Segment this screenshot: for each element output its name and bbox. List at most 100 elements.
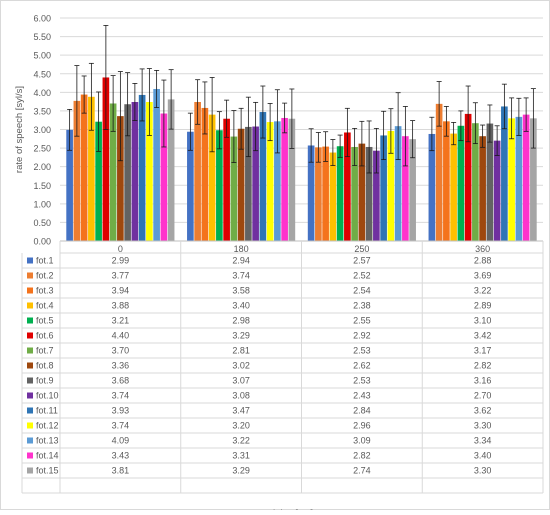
legend-swatch: [27, 407, 33, 414]
data-label: 2.43: [353, 391, 371, 401]
legend-entry: fot.14: [36, 451, 59, 461]
bar-fot5-360: [457, 125, 465, 241]
bar-fot9-250: [365, 146, 373, 241]
data-label: 3.34: [474, 436, 492, 446]
y-tick-label: 0.00: [33, 237, 51, 247]
bar-fot12-180: [266, 122, 274, 241]
bar-fot8-360: [479, 136, 486, 241]
data-label: 3.74: [112, 391, 130, 401]
bar-fot4-360: [450, 133, 457, 241]
data-label: 3.74: [232, 271, 250, 281]
legend-swatch: [27, 332, 33, 339]
data-label: 3.69: [474, 271, 492, 281]
bar-fot5-0: [95, 121, 102, 241]
data-label: 3.68: [112, 376, 130, 386]
data-label: 3.40: [474, 451, 492, 461]
bar-fot12-360: [508, 118, 515, 241]
data-label: 3.81: [112, 466, 130, 476]
data-label: 2.82: [474, 361, 492, 371]
data-label: 4.09: [112, 436, 130, 446]
legend-swatch: [27, 392, 33, 399]
data-label: 2.74: [353, 466, 371, 476]
x-tick-label: 0: [118, 244, 123, 254]
legend-entry: fot.15: [36, 466, 59, 476]
legend-swatch: [27, 317, 33, 324]
data-label: 2.53: [353, 346, 371, 356]
bar-fot5-250: [336, 146, 344, 241]
legend-entry: fot.10: [36, 391, 59, 401]
legend-entry: fot.6: [36, 331, 54, 341]
bar-fot7-360: [472, 123, 479, 241]
y-tick-label: 1.50: [33, 181, 51, 191]
bar-fot2-360: [435, 103, 443, 241]
legend-swatch: [27, 257, 33, 264]
legend-swatch: [27, 452, 33, 459]
data-label: 2.55: [353, 316, 371, 326]
y-tick-label: 5.50: [33, 32, 51, 42]
legend-swatch: [27, 467, 33, 474]
x-tick-label: 360: [475, 244, 490, 254]
legend-entry: fot.9: [36, 376, 54, 386]
legend-entry: fot.2: [36, 271, 54, 281]
bar-fot13-360: [515, 116, 523, 241]
legend-entry: fot.5: [36, 316, 54, 326]
bar-fot13-250: [394, 126, 402, 241]
data-label: 3.94: [112, 286, 130, 296]
data-label: 3.40: [232, 301, 250, 311]
bar-fot3-250: [322, 146, 329, 241]
bar-fot1-250: [307, 145, 315, 241]
y-tick-label: 4.00: [33, 88, 51, 98]
legend-swatch: [27, 377, 33, 384]
bar-fot9-360: [486, 123, 494, 241]
data-label: 2.38: [353, 301, 371, 311]
bar-fot10-250: [373, 150, 380, 241]
y-tick-label: 3.50: [33, 106, 51, 116]
legend-swatch: [27, 422, 33, 429]
bar-fot15-250: [409, 139, 416, 241]
bar-fot15-360: [530, 118, 537, 241]
bar-fot11-0: [138, 94, 146, 241]
data-label: 2.89: [474, 301, 492, 311]
legend-swatch: [27, 302, 33, 309]
bar-fot1-0: [66, 129, 73, 241]
bar-fot2-0: [73, 100, 81, 241]
y-tick-label: 2.00: [33, 162, 51, 172]
y-tick-label: 5.00: [33, 51, 51, 61]
data-label: 2.70: [474, 391, 492, 401]
legend-swatch: [27, 272, 33, 279]
bar-fot12-0: [146, 101, 153, 241]
data-label: 3.31: [232, 451, 250, 461]
data-label: 3.22: [474, 286, 492, 296]
bar-fot2-250: [315, 147, 322, 241]
bar-fot10-0: [131, 101, 139, 241]
bar-fot14-0: [160, 113, 168, 241]
bar-fot8-0: [117, 116, 124, 241]
data-label: 3.21: [112, 316, 130, 326]
bar-fot14-360: [522, 114, 530, 241]
data-label: 3.29: [232, 466, 250, 476]
data-label: 3.74: [112, 421, 130, 431]
data-label: 3.17: [474, 346, 492, 356]
bar-fot9-0: [124, 104, 131, 241]
legend-entry: fot.11: [36, 406, 58, 416]
data-label: 2.84: [353, 406, 371, 416]
bar-fot12-250: [387, 130, 395, 241]
data-label: 2.57: [353, 256, 371, 266]
bar-fot9-180: [245, 126, 252, 241]
y-tick-label: 2.50: [33, 144, 51, 154]
data-label: 3.77: [112, 271, 130, 281]
data-label: 2.81: [232, 346, 250, 356]
bar-fot11-180: [259, 112, 267, 241]
bar-fot4-250: [329, 152, 337, 241]
legend-swatch: [27, 287, 33, 294]
bar-fot2-180: [194, 101, 201, 241]
data-label: 3.93: [112, 406, 130, 416]
data-label: 2.62: [353, 361, 371, 371]
data-label: 3.36: [112, 361, 130, 371]
data-label: 2.53: [353, 376, 371, 386]
data-label: 2.82: [353, 451, 371, 461]
data-label: 2.88: [474, 256, 492, 266]
data-label: 3.58: [232, 286, 250, 296]
data-label: 3.08: [232, 391, 250, 401]
